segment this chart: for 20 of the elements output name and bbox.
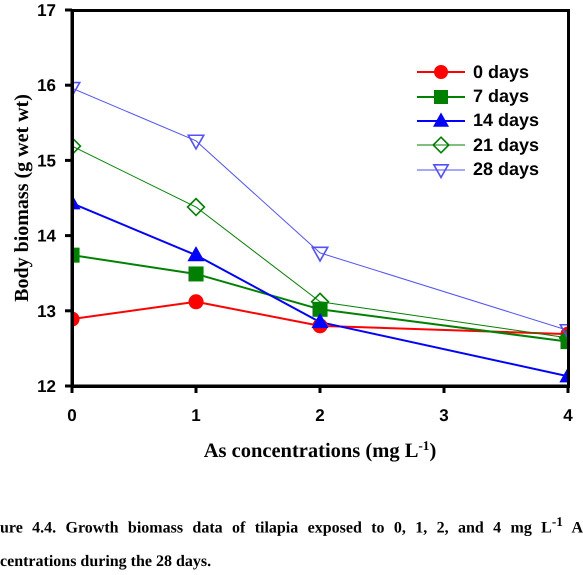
- x-tick-label: 3: [439, 406, 449, 426]
- y-tick-label: 14: [37, 226, 57, 246]
- legend-label: 21 days: [472, 134, 539, 156]
- legend-label: 0 days: [472, 62, 529, 83]
- x-tick-label: 0: [67, 406, 77, 426]
- text: centrations during the 28 days.: [0, 552, 212, 572]
- y-tick-label: 16: [37, 76, 56, 96]
- x-tick-label: 2: [315, 406, 325, 426]
- x-axis-title: As concentrations (mg L$^{-1}$): [204, 438, 436, 462]
- x-tick-label: 4: [563, 406, 574, 426]
- y-tick-label: 17: [37, 1, 56, 20]
- legend-label: 28 days: [472, 159, 539, 180]
- y-tick-label: 13: [37, 302, 56, 321]
- x-tick-label: 1: [191, 406, 201, 426]
- y-tick-label: 15: [37, 151, 56, 170]
- legend-label: 14 days: [472, 110, 539, 132]
- text: ure 4.4. Growth biomass data of tilapia exposed to 0, 1, 2, and 4 mg L$^{-1}$ A: [0, 513, 583, 538]
- y-tick-label: 12: [37, 377, 56, 396]
- y-axis-title: Body biomass (g wet wt): [11, 94, 33, 302]
- legend-label: 7 days: [472, 86, 529, 108]
